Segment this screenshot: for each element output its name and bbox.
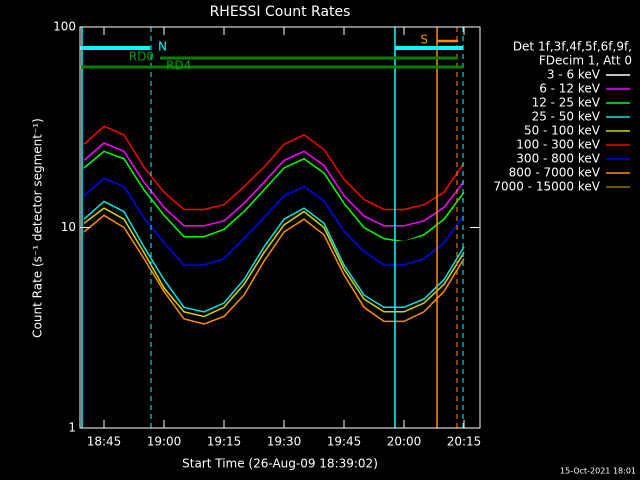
annotation-label: RD4: [166, 59, 191, 73]
plot-frame: [79, 26, 481, 429]
legend-header: FDecim 1, Att 0: [539, 54, 632, 68]
y-axis-label: Count Rate (s⁻¹ detector segment⁻¹): [31, 118, 45, 338]
legend-label: 3 - 6 keV: [547, 68, 601, 82]
legend-label: 50 - 100 keV: [524, 124, 601, 138]
series-line: [83, 125, 465, 211]
x-axis-label: Start Time (26-Aug-09 18:39:02): [182, 457, 378, 471]
legend-header: Det 1f,3f,4f,5f,6f,9f,: [513, 40, 632, 54]
annotation-label: RD0: [129, 50, 154, 64]
chart-title: RHESSI Count Rates: [210, 4, 351, 20]
y-tick-label: 10: [61, 220, 76, 234]
annotation-label: S: [420, 33, 428, 47]
plot-area: [83, 125, 465, 325]
x-tick-label: 19:15: [207, 435, 242, 449]
x-tick-label: 19:30: [267, 435, 302, 449]
x-tick-label: 20:15: [447, 435, 482, 449]
legend-label: 300 - 800 keV: [516, 152, 600, 166]
x-tick-label: 19:00: [147, 435, 182, 449]
series-line: [83, 157, 465, 243]
legend-label: 12 - 25 keV: [532, 96, 601, 110]
series-line: [83, 142, 465, 227]
legend-label: 6 - 12 keV: [539, 82, 601, 96]
series-line: [83, 200, 465, 313]
legend-label: 800 - 7000 keV: [509, 166, 601, 180]
series-line: [83, 177, 465, 266]
legend-label: 25 - 50 keV: [532, 110, 601, 124]
y-tick-label: 100: [53, 20, 76, 34]
timestamp: 15-Oct-2021 18:01: [560, 467, 636, 476]
annotation-label: N: [158, 40, 167, 54]
series-line: [83, 214, 465, 325]
y-tick-label: 1: [68, 421, 76, 435]
annotations: N RD0 RD4 S: [80, 27, 464, 428]
legend-label: 100 - 300 keV: [516, 138, 600, 152]
series-line: [83, 150, 465, 243]
x-tick-label: 18:45: [87, 435, 122, 449]
series-line: [83, 207, 465, 318]
legend-label: 7000 - 15000 keV: [493, 180, 600, 194]
x-tick-label: 19:45: [327, 435, 362, 449]
x-tick-label: 20:00: [387, 435, 422, 449]
